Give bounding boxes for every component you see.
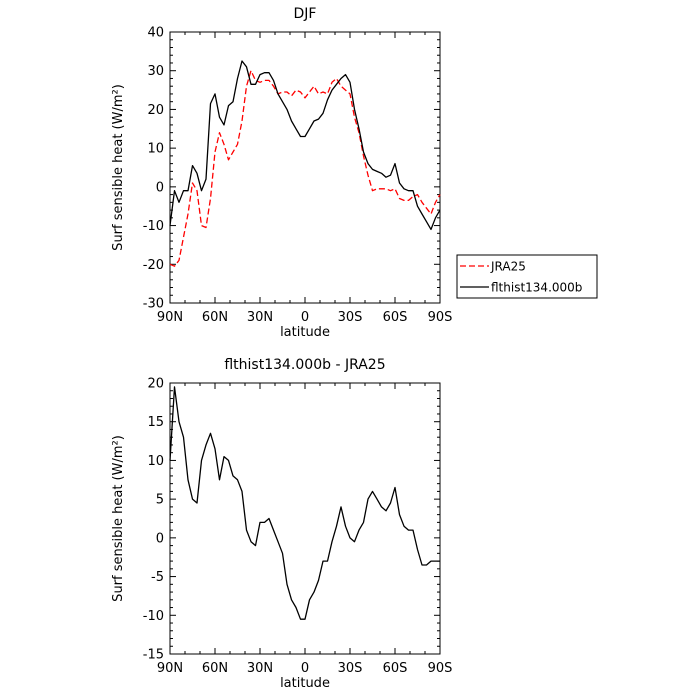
x-tick-label: 0: [301, 310, 309, 325]
legend-box: [456, 254, 598, 299]
x-tick-label: 30N: [247, 661, 273, 676]
y-tick-label: -10: [143, 219, 164, 234]
y-tick-label: 20: [147, 377, 164, 392]
y-tick-label: -5: [151, 570, 164, 585]
y-tick-label: 20: [147, 103, 164, 118]
plot-frame: [169, 382, 441, 655]
x-tick-label: 30S: [338, 661, 363, 676]
y-tick-label: -15: [143, 648, 164, 663]
y-tick-label: 10: [147, 454, 164, 469]
y-tick-label: 0: [156, 180, 164, 195]
x-tick-label: 90N: [157, 310, 183, 325]
y-tick-label: 10: [147, 142, 164, 157]
y-axis-label: Surf sensible heat (W/m²): [111, 84, 126, 251]
bottom-panel-difference: flthist134.000b - JRA25 -15 -10 -5 0 5 10 15 20 9…: [111, 357, 452, 691]
y-tick-label: -30: [143, 297, 164, 312]
legend: JRA25 flthist134.000b: [456, 254, 598, 299]
x-tick-label: 90N: [157, 661, 183, 676]
y-tick-label: 15: [147, 415, 164, 430]
x-tick-label: 90S: [428, 310, 453, 325]
x-tick-label: 30S: [338, 310, 363, 325]
series-line-flthist134-000b: [169, 60, 441, 231]
difference-line: [169, 386, 440, 620]
chart-title: flthist134.000b - JRA25: [224, 357, 385, 373]
y-tick-label: 0: [156, 531, 164, 546]
legend-entry: JRA25: [490, 260, 526, 274]
x-tick-label: 60S: [383, 310, 408, 325]
y-tick-label: 40: [147, 26, 164, 41]
y-tick-label: -20: [143, 258, 164, 273]
legend-entry: flthist134.000b: [491, 281, 582, 295]
x-tick-label: 30N: [247, 310, 273, 325]
y-tick-label: 5: [156, 493, 164, 508]
y-tick-label: -10: [143, 609, 164, 624]
series-line-jra25: [169, 70, 441, 267]
x-tick-label: 0: [301, 661, 309, 676]
y-axis-label: Surf sensible heat (W/m²): [111, 435, 126, 602]
x-tick-label: 90S: [428, 661, 453, 676]
y-tick-label: 30: [147, 64, 164, 79]
x-tick-label: 60N: [202, 661, 228, 676]
plot-frame: [169, 31, 441, 304]
x-tick-label: 60N: [202, 310, 228, 325]
top-panel-djf: DJF -30 -20 -10 0 10 20 30 40 90N 60N 30N 0 30S 60S 90S…: [111, 6, 598, 340]
chart-title: DJF: [294, 6, 317, 22]
x-axis-label: latitude: [280, 325, 330, 340]
x-tick-label: 60S: [383, 661, 408, 676]
x-axis-label: latitude: [280, 676, 330, 691]
